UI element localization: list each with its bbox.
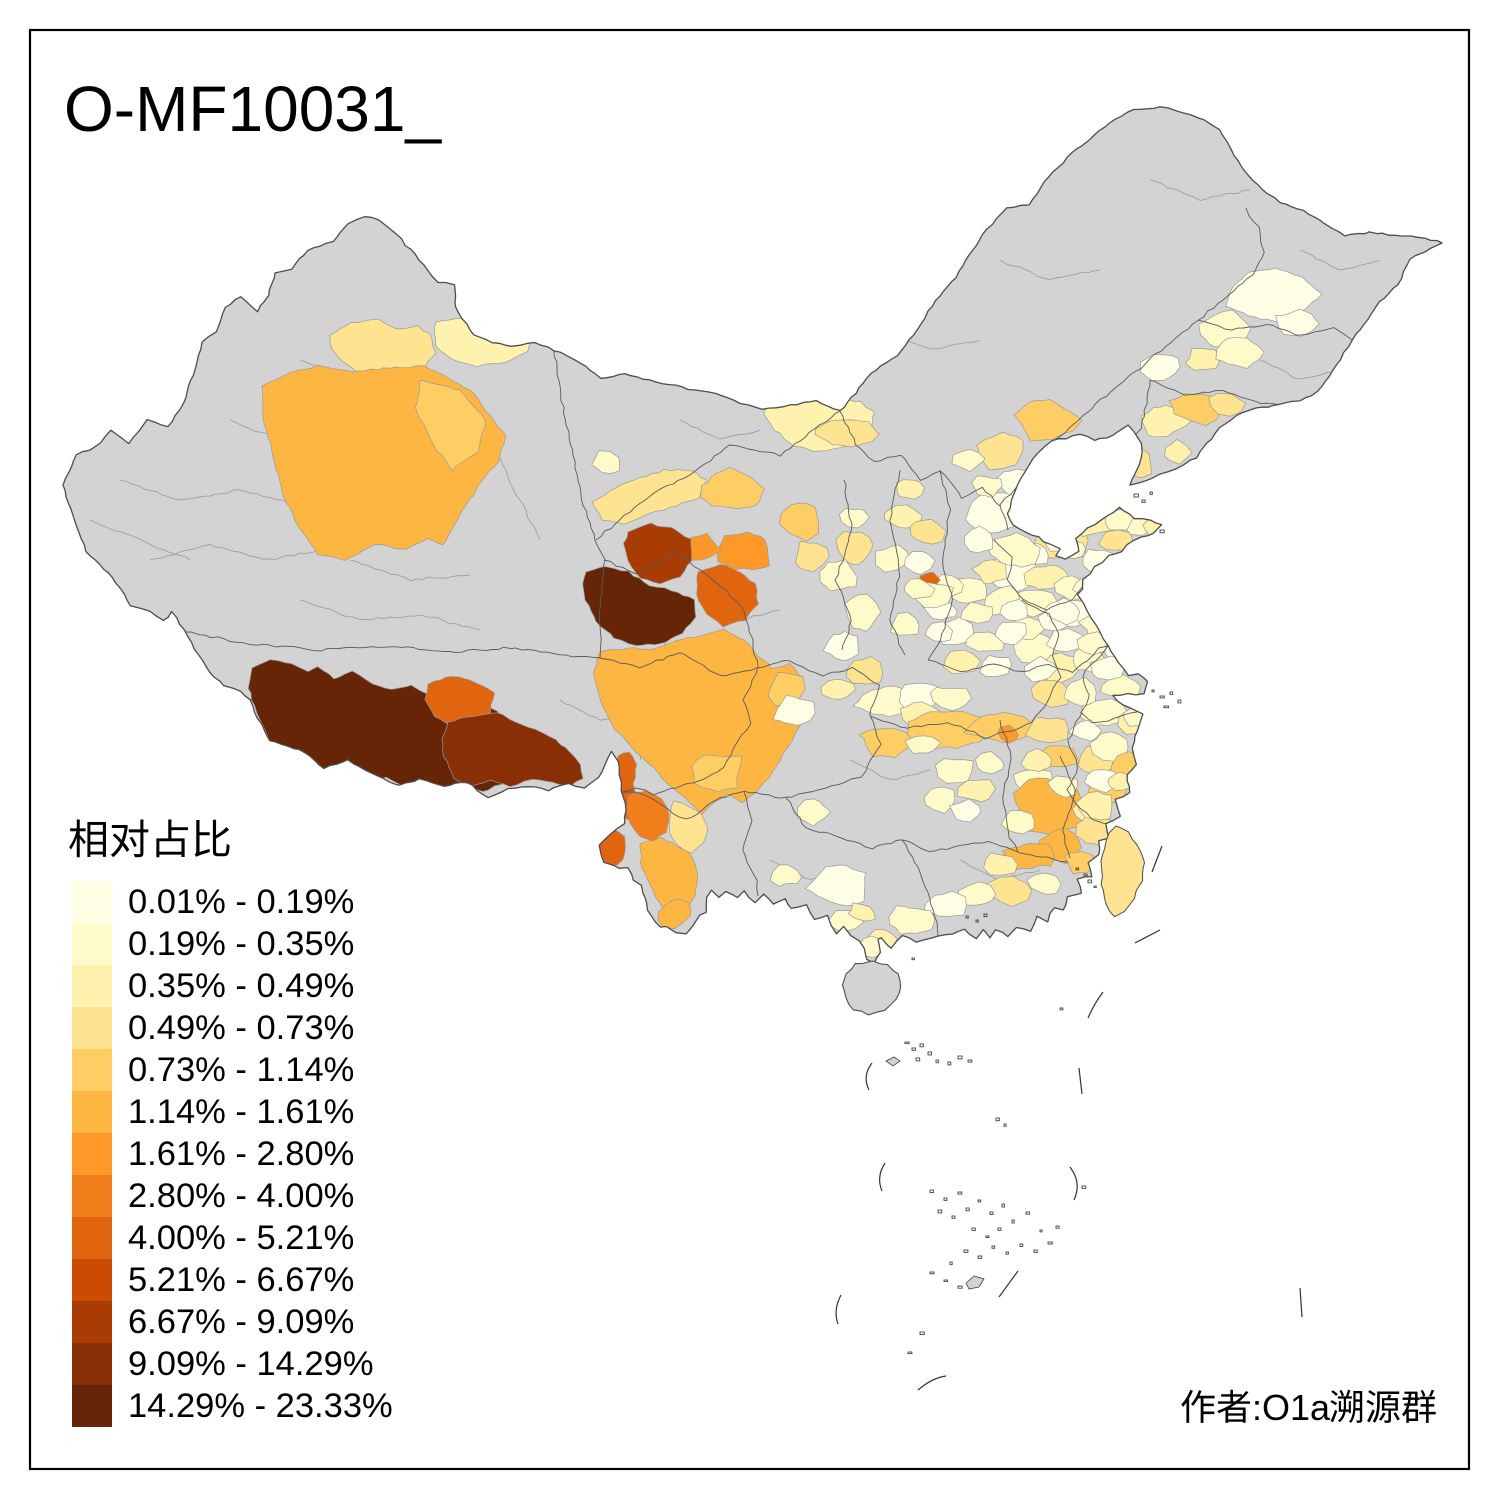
svg-text:14.29% - 23.33%: 14.29% - 23.33% (128, 1387, 393, 1425)
svg-text:9.09% - 14.29%: 9.09% - 14.29% (128, 1345, 374, 1383)
svg-text:0.01% - 0.19%: 0.01% - 0.19% (128, 883, 354, 921)
svg-text:0.73% - 1.14%: 0.73% - 1.14% (128, 1051, 354, 1089)
svg-text:5.21% - 6.67%: 5.21% - 6.67% (128, 1261, 354, 1299)
svg-text:O-MF10031_: O-MF10031_ (64, 73, 442, 145)
svg-text:0.49% - 0.73%: 0.49% - 0.73% (128, 1009, 354, 1047)
svg-text:1.61% - 2.80%: 1.61% - 2.80% (128, 1135, 354, 1173)
svg-text:0.19% - 0.35%: 0.19% - 0.35% (128, 925, 354, 963)
svg-text:0.35% - 0.49%: 0.35% - 0.49% (128, 967, 354, 1005)
svg-text:1.14% - 1.61%: 1.14% - 1.61% (128, 1093, 354, 1131)
svg-text:2.80% - 4.00%: 2.80% - 4.00% (128, 1177, 354, 1215)
svg-text:6.67% - 9.09%: 6.67% - 9.09% (128, 1303, 354, 1341)
svg-text::O1a: :O1a (1252, 1387, 1331, 1428)
svg-text:4.00% - 5.21%: 4.00% - 5.21% (128, 1219, 354, 1257)
